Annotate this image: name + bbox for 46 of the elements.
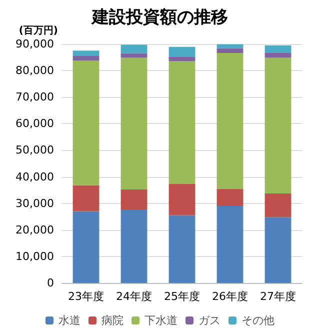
x-tick-label: 24年度 <box>116 290 152 303</box>
bar <box>120 53 148 58</box>
bar <box>72 211 100 283</box>
bar <box>216 53 244 189</box>
bar <box>72 56 100 60</box>
x-tick-label: 23年度 <box>68 290 104 303</box>
bar <box>216 48 244 54</box>
bar <box>168 61 196 184</box>
bar <box>168 57 196 62</box>
y-tick-label: 50,000 <box>16 144 54 157</box>
bar <box>120 58 148 190</box>
legend-label: 病院 <box>102 314 124 327</box>
y-tick-label: 20,000 <box>16 223 54 236</box>
y-axis-title: (百万円) <box>18 26 58 36</box>
y-tick-label: 80,000 <box>16 64 54 78</box>
bar <box>120 44 148 54</box>
bar <box>168 46 196 58</box>
x-tick-label: 26年度 <box>212 290 248 303</box>
y-tick-label: 0 <box>47 276 54 290</box>
y-tick-label: 90,000 <box>16 38 54 50</box>
bar <box>264 194 292 218</box>
bar <box>168 215 196 283</box>
legend-label: その他 <box>242 314 274 327</box>
bar <box>120 209 148 283</box>
bar <box>168 184 196 216</box>
chart-title: 建設投資額の推移 <box>90 8 228 28</box>
bar <box>72 50 100 56</box>
legend-label: 下水道 <box>144 314 178 327</box>
y-tick-label: 30,000 <box>16 196 54 210</box>
y-tick-label: 70,000 <box>16 90 54 104</box>
x-tick-label: 27年度 <box>260 290 296 303</box>
legend-label: 水道 <box>58 314 80 327</box>
bar <box>120 190 148 210</box>
bar <box>264 53 292 58</box>
bar <box>264 217 292 283</box>
y-tick-label: 60,000 <box>16 117 54 130</box>
bar <box>264 45 292 54</box>
legend-label: ガス <box>198 314 220 327</box>
bar <box>72 60 100 186</box>
y-tick-label: 10,000 <box>16 250 54 263</box>
bar <box>216 188 244 206</box>
bar <box>264 58 292 194</box>
y-tick-label: 40,000 <box>16 170 54 184</box>
x-tick-label: 25年度 <box>164 290 200 303</box>
bar <box>72 185 100 212</box>
bar <box>216 206 244 283</box>
